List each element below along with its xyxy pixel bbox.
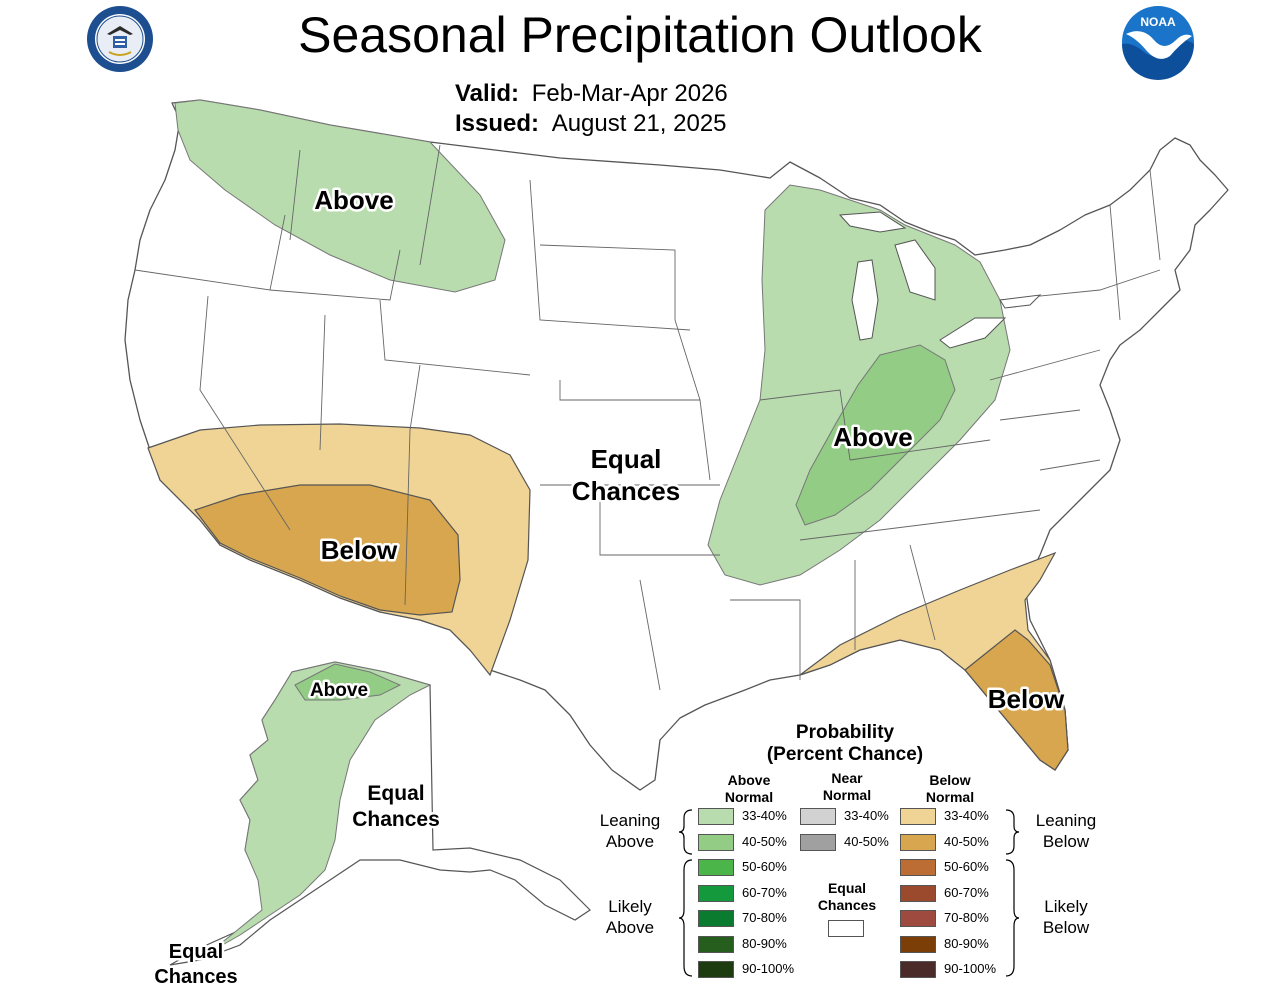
issued-value: August 21, 2025 [551,110,727,137]
legend-below-swatch-label: 80-90% [944,935,989,951]
label-southwest-below: Below [321,535,398,565]
legend-above-swatch-label: 40-50% [742,833,787,849]
below-region-southwest-strong [194,484,461,616]
brace-likely-below-icon [1005,859,1020,977]
valid-value: Feb-Mar-Apr 2026 [531,80,728,107]
legend-above-swatch [698,910,734,927]
legend-below-swatch-label: 33-40% [944,808,989,823]
label-center-equal: Equal [591,444,662,474]
legend-above-swatch-label: 90-100% [742,961,795,976]
legend-above-swatch-label: 50-60% [742,859,787,874]
legend-above-swatch [698,961,734,978]
alaska-above-light [209,661,432,953]
legend-leaning-above: Leaning Above [599,811,661,851]
legend-likely-above: Likely Above [605,897,655,937]
issued-line: Issued: August 21, 2025 [455,110,727,138]
above-region-northwest [174,99,506,293]
noaa-logo-text: NOAA [1140,15,1176,29]
alaska-above-strong [294,663,402,701]
legend-above-swatch-label: 60-70% [742,884,787,900]
legend-below-swatch [900,833,936,851]
legend-below-swatch-label: 60-70% [944,884,989,900]
noaa-logo-icon: NOAA [1122,6,1194,80]
legend-title-line1: Probability [795,722,895,743]
legend-above-swatch-label: 70-80% [742,910,787,925]
legend-below-swatch-label: 70-80% [944,910,989,925]
legend-below-swatch-label: 50-60% [944,859,989,874]
legend-above-swatch [698,859,734,876]
legend-below-swatch [900,961,936,978]
state-boundaries [134,144,1161,691]
label-aleutian-equal: Equal [169,941,223,963]
commerce-seal-icon [87,6,153,72]
legend-below-swatch [900,859,936,876]
brace-leaning-above-icon [678,809,693,855]
brace-likely-above-icon [678,859,693,977]
great-lakes [838,211,1042,349]
legend-title-line2: (Percent Chance) [766,744,924,765]
below-region-florida-strong [964,629,1069,771]
legend-leaning-below: Leaning Below [1035,811,1097,851]
legend-below-swatch [900,884,936,902]
legend-above-swatch [698,884,734,902]
brace-leaning-below-icon [1005,809,1020,855]
label-alaska-equal: Equal [367,782,424,805]
label-southeast-below: Below [988,684,1065,714]
page-title: Seasonal Precipitation Outlook [298,7,982,63]
legend-swatch-equal-chances [828,920,864,937]
legend-near-swatch-label: 33-40% [844,808,889,823]
legend-col-above: Above Normal [724,772,774,805]
legend-below-swatch [900,910,936,927]
legend-below-swatch [900,808,936,825]
label-northwest-above: Above [314,185,393,215]
legend-near-swatch [800,808,836,825]
legend-likely-below: Likely Below [1042,897,1090,937]
label-alaska-above: Above [310,680,368,701]
legend-near-swatch [800,833,836,851]
legend-above-swatch [698,935,734,953]
legend-above-swatch-label: 80-90% [742,935,787,951]
legend-col-near: Near Normal [822,770,872,803]
legend-above-swatch [698,833,734,851]
legend-col-below: Below Normal [925,772,975,805]
legend-title: Probability (Percent Chance) [740,722,950,766]
legend-near-swatch-label: 40-50% [844,833,889,849]
label-center-chances: Chances [572,476,680,506]
legend-below-swatch [900,935,936,953]
label-aleutian-chances: Chances [154,966,237,988]
issued-label: Issued: [455,110,540,137]
legend-above-swatch-label: 33-40% [742,808,787,823]
legend-above-swatch [698,808,734,825]
legend-below-swatch-label: 90-100% [944,961,997,976]
label-midwest-above: Above [833,422,912,452]
label-alaska-chances: Chances [352,808,440,831]
valid-label: Valid: [455,80,520,107]
legend-below-swatch-label: 40-50% [944,833,989,849]
above-region-midwest-strong [795,344,956,526]
valid-line: Valid: Feb-Mar-Apr 2026 [455,80,728,108]
legend-equal-chances: Equal Chances [817,880,877,913]
